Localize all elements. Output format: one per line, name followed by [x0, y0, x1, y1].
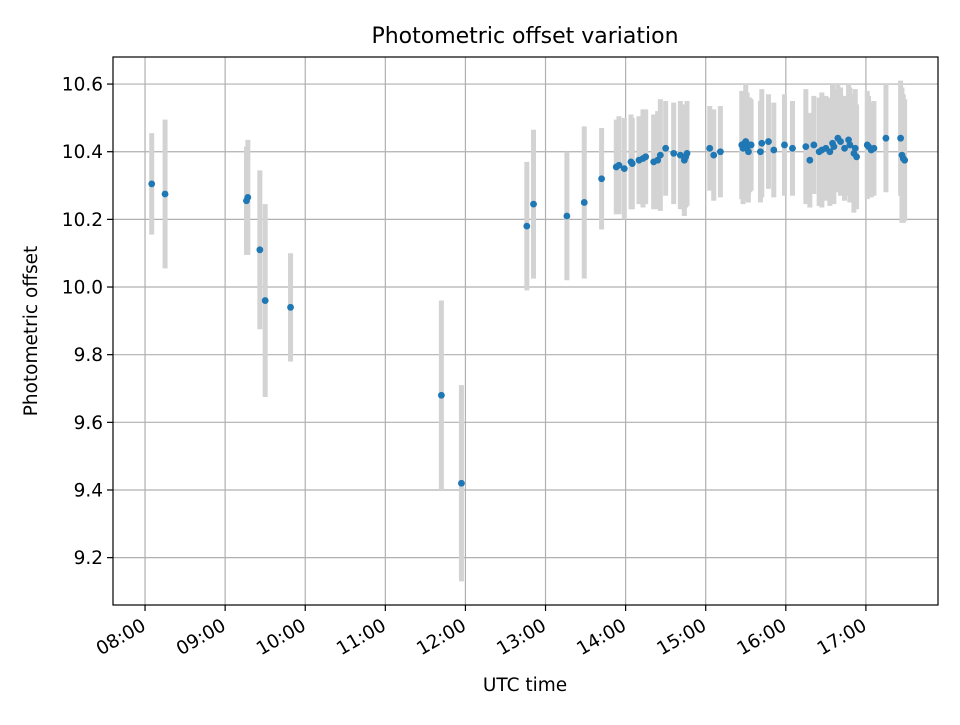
- data-point: [897, 134, 905, 142]
- chart-title: Photometric offset variation: [371, 24, 678, 49]
- data-point: [901, 156, 909, 164]
- data-point: [851, 144, 859, 152]
- data-point: [826, 148, 834, 156]
- y-tick-label: 10.0: [62, 278, 103, 299]
- data-point: [530, 200, 537, 208]
- data-point: [870, 144, 878, 152]
- data-point: [523, 222, 531, 230]
- data-point: [830, 143, 838, 151]
- data-point: [706, 144, 714, 152]
- data-point: [148, 180, 156, 188]
- data-point: [654, 156, 662, 164]
- data-point: [683, 150, 691, 157]
- y-axis-label: Photometric offset: [21, 246, 42, 417]
- data-point: [745, 148, 752, 156]
- data-point: [628, 160, 636, 167]
- data-point: [563, 212, 571, 220]
- data-point: [458, 479, 465, 487]
- data-point: [244, 193, 252, 201]
- data-point: [802, 143, 810, 151]
- data-point: [642, 153, 650, 161]
- data-point: [806, 156, 814, 164]
- y-tick-label: 10.2: [62, 210, 103, 231]
- data-point: [770, 146, 778, 154]
- data-point: [670, 150, 678, 157]
- data-point: [765, 138, 772, 145]
- data-point: [841, 144, 848, 152]
- data-point: [717, 148, 724, 156]
- x-axis-label: UTC time: [483, 675, 567, 696]
- data-point: [810, 141, 818, 149]
- y-tick-label: 10.6: [62, 75, 103, 96]
- y-tick-label: 9.2: [74, 548, 103, 569]
- plot-area-frame: [112, 56, 939, 606]
- data-point: [256, 246, 264, 254]
- data-point: [580, 199, 588, 206]
- data-point: [662, 144, 670, 152]
- data-point: [287, 303, 294, 311]
- data-point: [656, 151, 664, 159]
- data-point: [747, 141, 755, 149]
- data-point: [853, 153, 860, 161]
- data-point: [789, 144, 796, 152]
- y-tick-label: 10.4: [62, 142, 103, 163]
- data-point: [758, 139, 766, 147]
- data-points: [148, 134, 909, 487]
- data-point: [846, 141, 854, 149]
- y-tick-label: 9.6: [74, 413, 103, 434]
- data-point: [676, 151, 684, 159]
- data-point: [620, 165, 628, 173]
- data-point: [837, 138, 844, 145]
- data-point: [615, 161, 623, 169]
- data-point: [261, 297, 269, 304]
- data-point: [161, 190, 169, 198]
- y-tick-label: 9.4: [74, 480, 103, 501]
- data-point: [598, 175, 605, 183]
- data-point: [757, 148, 764, 156]
- data-point: [882, 134, 890, 142]
- y-tick-label: 9.8: [74, 345, 103, 366]
- data-point: [710, 151, 718, 159]
- data-point: [437, 391, 445, 399]
- data-point: [781, 141, 788, 149]
